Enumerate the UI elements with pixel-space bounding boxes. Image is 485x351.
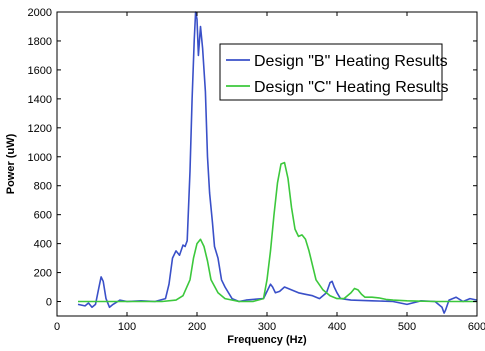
y-tick-label: 1600: [28, 65, 52, 77]
plot-area: [77, 11, 478, 314]
y-tick-label: 1800: [28, 36, 52, 48]
axes: 0 100 200 300 400 500 600 0 200 400 600 800 1000 1200…: [5, 7, 485, 346]
y-tick-label: 600: [34, 210, 52, 222]
y-tick-label: 800: [34, 181, 52, 193]
y-tick-label: 2000: [28, 7, 52, 19]
y-tick-label: 0: [46, 297, 52, 309]
y-axis-label: Power (uW): [5, 133, 17, 194]
series-line-2: [78, 161, 477, 303]
x-tick-label: 100: [118, 321, 136, 333]
y-tick-label: 200: [34, 268, 52, 280]
y-tick-label: 1400: [28, 94, 52, 106]
x-axis-label: Frequency (Hz): [227, 334, 307, 346]
legend-label-1: Design "B" Heating Results: [254, 53, 448, 70]
legend-box: [219, 43, 443, 101]
x-tick-label: 600: [468, 321, 485, 333]
x-tick-label: 500: [398, 321, 416, 333]
x-tick-label: 200: [188, 321, 206, 333]
y-tick-label: 400: [34, 239, 52, 251]
x-tick-label: 300: [258, 321, 276, 333]
y-tick-label: 1200: [28, 123, 52, 135]
legend-label-2: Design "C" Heating Results: [254, 79, 449, 96]
x-tick-label: 0: [54, 321, 60, 333]
legend: Design "B" Heating Results Design "C" Hea…: [219, 43, 449, 101]
y-tick-label: 1000: [28, 152, 52, 164]
x-tick-label: 400: [328, 321, 346, 333]
